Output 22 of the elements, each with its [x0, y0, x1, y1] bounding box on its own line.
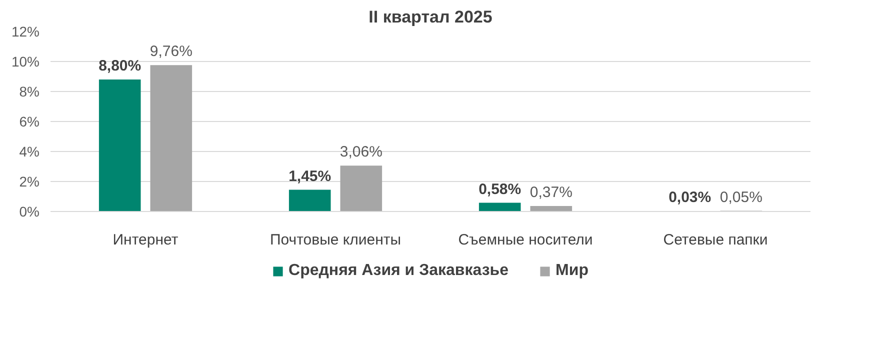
legend-label: Мир — [556, 262, 588, 280]
y-tick-label: 6% — [19, 114, 40, 130]
data-label: 0,03% — [668, 189, 712, 206]
x-tick-label: Съемные носители — [458, 232, 593, 248]
x-tick-label: Интернет — [112, 232, 178, 248]
y-tick-label: 10% — [11, 54, 40, 70]
y-tick-label: 12% — [11, 24, 40, 40]
data-label: 8,80% — [98, 58, 142, 74]
data-label: 3,06% — [340, 144, 382, 161]
y-tick-label: 8% — [19, 84, 40, 100]
legend-label: Средняя Азия и Закавказье — [288, 262, 509, 280]
data-label: 0,58% — [478, 180, 522, 198]
x-tick-label: Почтовые клиенты — [270, 232, 402, 248]
y-tick-label: 4% — [19, 144, 40, 160]
data-label: 1,45% — [288, 168, 332, 185]
y-tick-label: 0% — [19, 204, 40, 220]
data-label: 9,76% — [150, 43, 192, 60]
data-label: 0,05% — [720, 188, 762, 206]
data-label: 0,37% — [530, 184, 572, 201]
y-tick-label: 2% — [19, 174, 40, 190]
x-tick-label: Сетевые папки — [663, 232, 768, 248]
chart-title: II квартал 2025 — [368, 8, 492, 26]
